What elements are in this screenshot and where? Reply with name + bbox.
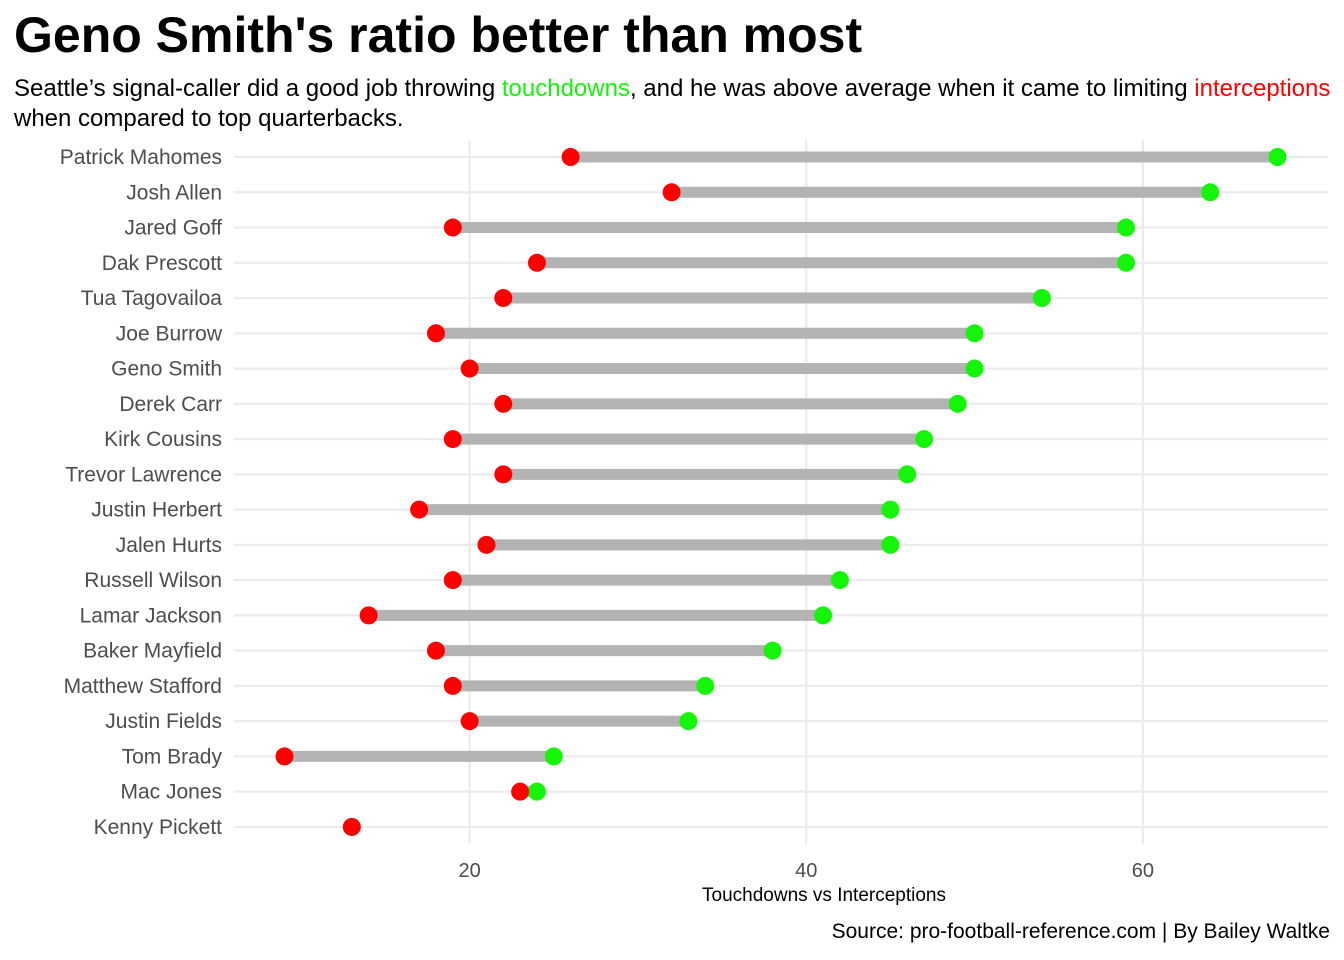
interception-point-jalen-hurts — [477, 535, 496, 554]
player-label-patrick-mahomes: Patrick Mahomes — [60, 146, 222, 169]
touchdown-point-joe-burrow — [965, 324, 984, 343]
player-label-kirk-cousins: Kirk Cousins — [104, 428, 222, 451]
interception-point-tua-tagovailoa — [494, 289, 513, 308]
interception-point-mac-jones — [511, 782, 530, 801]
player-label-mac-jones: Mac Jones — [120, 781, 222, 804]
player-label-lamar-jackson: Lamar Jackson — [80, 604, 222, 627]
touchdown-point-geno-smith — [965, 359, 984, 378]
player-label-dak-prescott: Dak Prescott — [102, 252, 222, 275]
point-layer — [275, 148, 1287, 836]
interception-point-patrick-mahomes — [561, 148, 580, 166]
interception-point-kenny-pickett — [342, 817, 361, 836]
touchdown-point-trevor-lawrence — [898, 465, 917, 484]
x-tick-label-40: 40 — [795, 860, 817, 882]
subtitle-touchdowns-highlight: touchdowns — [501, 75, 630, 102]
interception-point-derek-carr — [494, 394, 513, 413]
player-label-russell-wilson: Russell Wilson — [84, 569, 222, 592]
interception-point-jared-goff — [443, 218, 462, 237]
player-label-jared-goff: Jared Goff — [124, 217, 222, 240]
player-label-matthew-stafford: Matthew Stafford — [64, 675, 222, 698]
label-layer: 20 40 60 Patrick Mahomes Josh Allen Jared Gof… — [60, 146, 1154, 882]
interception-point-lamar-jackson — [359, 606, 378, 625]
touchdown-point-patrick-mahomes — [1268, 148, 1287, 166]
touchdown-point-dak-prescott — [1117, 253, 1136, 272]
interception-point-joe-burrow — [426, 324, 445, 343]
touchdown-point-derek-carr — [948, 394, 967, 413]
interception-point-tom-brady — [275, 747, 294, 766]
touchdown-point-matthew-stafford — [696, 676, 715, 695]
subtitle-part-3: when compared to top quarterbacks. — [14, 105, 404, 132]
touchdown-point-jared-goff — [1117, 218, 1136, 237]
interception-point-dak-prescott — [527, 253, 546, 272]
chart-subtitle: Seattle’s signal-caller did a good job t… — [14, 74, 1334, 134]
touchdown-point-kirk-cousins — [915, 430, 934, 449]
interception-point-russell-wilson — [443, 571, 462, 590]
touchdown-point-baker-mayfield — [763, 641, 782, 660]
subtitle-part-1: Seattle’s signal-caller did a good job t… — [14, 75, 502, 102]
touchdown-point-mac-jones — [527, 782, 546, 801]
subtitle-interceptions-highlight: interceptions — [1194, 75, 1331, 102]
player-label-baker-mayfield: Baker Mayfield — [83, 640, 222, 663]
player-label-jalen-hurts: Jalen Hurts — [116, 534, 222, 557]
x-tick-label-60: 60 — [1132, 860, 1154, 882]
interception-point-josh-allen — [662, 183, 681, 202]
x-axis-title: Touchdowns vs Interceptions — [702, 885, 946, 906]
touchdown-point-tua-tagovailoa — [1032, 289, 1051, 308]
player-label-justin-herbert: Justin Herbert — [91, 499, 222, 522]
interception-point-trevor-lawrence — [494, 465, 513, 484]
touchdown-point-lamar-jackson — [814, 606, 833, 625]
segment-layer — [284, 151, 1278, 798]
touchdown-point-tom-brady — [544, 747, 563, 766]
interception-point-matthew-stafford — [443, 676, 462, 695]
player-label-joe-burrow: Joe Burrow — [116, 322, 223, 345]
player-label-derek-carr: Derek Carr — [119, 393, 222, 416]
player-label-geno-smith: Geno Smith — [111, 358, 222, 381]
player-label-justin-fields: Justin Fields — [105, 710, 222, 733]
player-label-trevor-lawrence: Trevor Lawrence — [65, 463, 222, 486]
interception-point-justin-herbert — [410, 500, 429, 519]
chart-title: Geno Smith's ratio better than most — [14, 7, 863, 63]
player-label-tua-tagovailoa: Tua Tagovailoa — [81, 287, 223, 310]
touchdown-point-jalen-hurts — [881, 535, 900, 554]
player-label-tom-brady: Tom Brady — [122, 745, 223, 768]
touchdown-point-justin-herbert — [881, 500, 900, 519]
touchdown-point-josh-allen — [1201, 183, 1220, 202]
source-caption: Source: pro-football-reference.com | By … — [831, 920, 1330, 943]
touchdown-point-justin-fields — [679, 712, 698, 731]
interception-point-geno-smith — [460, 359, 479, 378]
player-label-kenny-pickett: Kenny Pickett — [94, 816, 223, 839]
subtitle-part-2: , and he was above average when it came … — [629, 75, 1195, 102]
x-tick-label-20: 20 — [459, 860, 481, 882]
interception-point-justin-fields — [460, 712, 479, 731]
player-label-josh-allen: Josh Allen — [126, 181, 222, 204]
interception-point-kirk-cousins — [443, 430, 462, 449]
touchdown-point-russell-wilson — [830, 571, 849, 590]
interception-point-baker-mayfield — [426, 641, 445, 660]
grid-layer — [234, 140, 1328, 844]
